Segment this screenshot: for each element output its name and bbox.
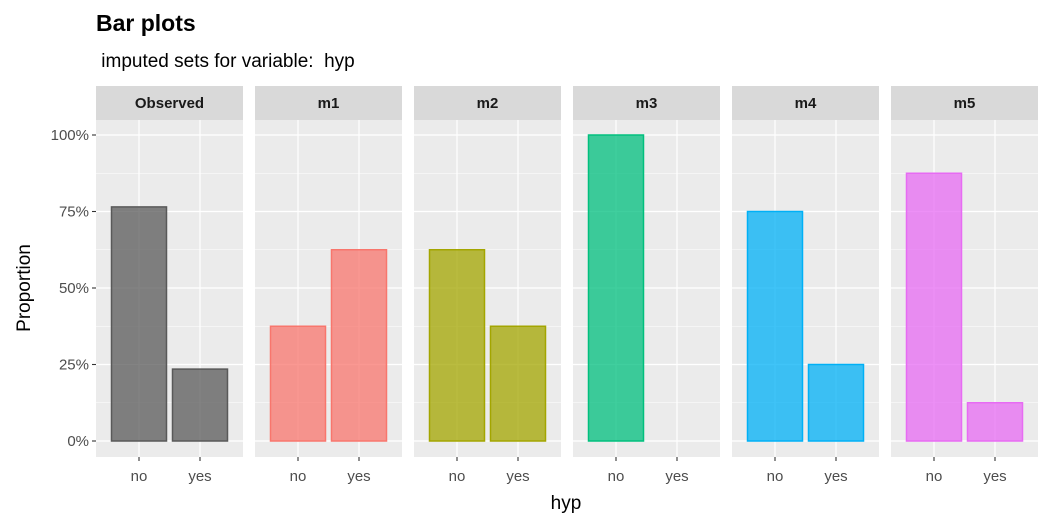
bar-yes bbox=[966, 402, 1024, 442]
facet-panels: Observed no yes m1 no yes m2 no yes m3 no yes m4 no ye… bbox=[96, 86, 1038, 485]
facet-panel-m1: m1 no yes bbox=[255, 86, 402, 485]
chart-subtitle: imputed sets for variable: hyp bbox=[96, 51, 355, 72]
y-tick-label: 100% bbox=[51, 127, 89, 144]
facet-panel-m4: m4 no yes bbox=[732, 86, 879, 485]
facet-strip bbox=[255, 86, 402, 120]
y-axis-title: Proportion bbox=[14, 244, 35, 332]
facet-strip-label: m3 bbox=[636, 95, 658, 112]
bar-yes bbox=[171, 368, 229, 442]
x-tick-label: yes bbox=[506, 468, 529, 485]
facet-panel-m2: m2 no yes bbox=[414, 86, 561, 485]
x-tick-label: no bbox=[449, 468, 466, 485]
bar-no bbox=[269, 325, 327, 442]
facet-panel-m3: m3 no yes bbox=[573, 86, 720, 485]
y-tick-label: 25% bbox=[59, 357, 89, 374]
chart-title: Bar plots bbox=[96, 10, 196, 36]
facet-strip bbox=[573, 86, 720, 120]
x-tick-label: yes bbox=[188, 468, 211, 485]
x-tick-label: no bbox=[290, 468, 307, 485]
facet-strip-label: m1 bbox=[318, 95, 340, 112]
x-tick-label: yes bbox=[824, 468, 847, 485]
y-axis: 0% 25% 50% 75% 100% bbox=[51, 127, 96, 450]
facet-panel-m5: m5 no yes bbox=[891, 86, 1038, 485]
facet-panel-observed: Observed no yes bbox=[96, 86, 243, 485]
x-tick-label: no bbox=[926, 468, 943, 485]
x-tick-label: no bbox=[131, 468, 148, 485]
facet-strip-label: m2 bbox=[477, 95, 499, 112]
facet-strip bbox=[732, 86, 879, 120]
bar-yes bbox=[330, 249, 388, 442]
bar-no bbox=[110, 206, 168, 442]
facet-strip bbox=[96, 86, 243, 120]
facet-strip bbox=[414, 86, 561, 120]
y-tick-label: 75% bbox=[59, 204, 89, 221]
facet-strip-label: Observed bbox=[135, 95, 204, 112]
x-tick-label: no bbox=[767, 468, 784, 485]
facet-strip-label: m5 bbox=[954, 95, 976, 112]
y-tick-label: 50% bbox=[59, 280, 89, 297]
facet-strip-label: m4 bbox=[795, 95, 817, 112]
bar-no bbox=[746, 210, 804, 442]
x-tick-label: yes bbox=[347, 468, 370, 485]
facet-strip bbox=[891, 86, 1038, 120]
bar-yes bbox=[807, 363, 865, 442]
x-tick-label: yes bbox=[983, 468, 1006, 485]
bar-no bbox=[428, 249, 486, 442]
bar-no bbox=[587, 134, 645, 442]
y-tick-label: 0% bbox=[67, 433, 89, 450]
x-tick-label: no bbox=[608, 468, 625, 485]
x-axis-title: hyp bbox=[551, 493, 582, 514]
bar-yes bbox=[489, 325, 547, 442]
x-tick-label: yes bbox=[665, 468, 688, 485]
bar-no bbox=[905, 172, 963, 442]
